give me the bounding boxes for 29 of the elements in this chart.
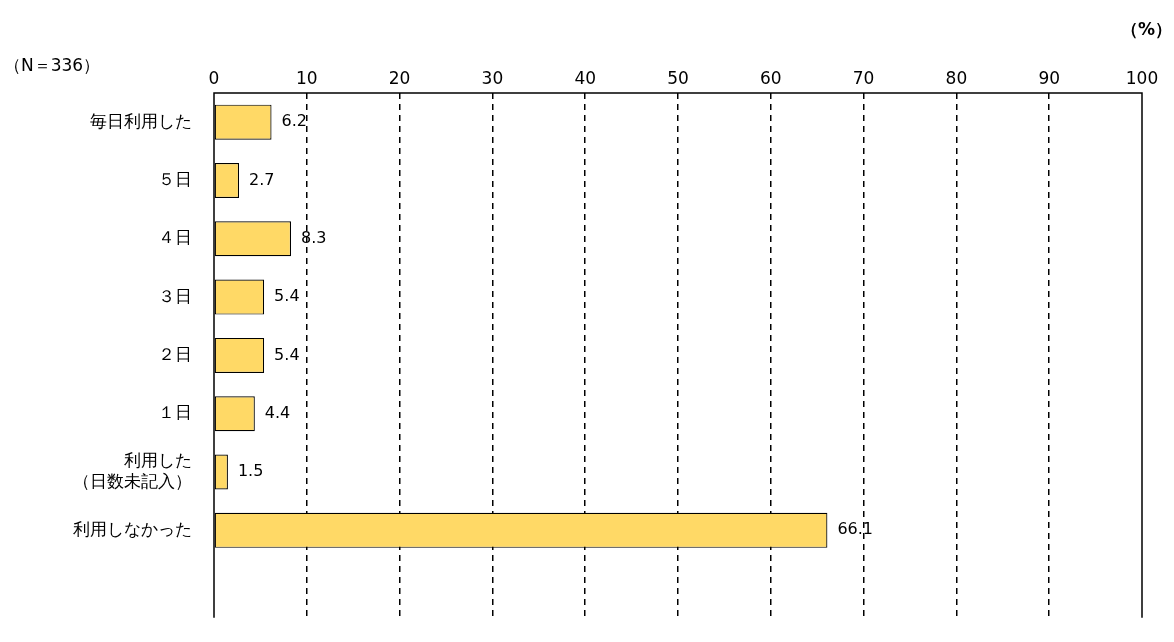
x-tick-label: 100 [1125, 68, 1159, 89]
y-tick-label: ５日 [158, 168, 192, 189]
x-tick-label: 90 [1038, 68, 1061, 89]
y-tick-label: 利用しなかった [73, 518, 192, 539]
data-label: 4.4 [264, 402, 291, 422]
x-tick-label: 40 [574, 68, 597, 89]
x-tick-label: 60 [759, 68, 782, 89]
x-tick-label: 70 [852, 68, 875, 89]
x-tick-label: 0 [208, 68, 220, 89]
y-tick-label: ２日 [158, 343, 192, 364]
x-tick-label: 10 [295, 68, 318, 89]
data-label: 1.5 [237, 461, 264, 481]
data-label: 8.3 [301, 227, 327, 247]
x-tick-label: 30 [481, 68, 504, 89]
data-label: 5.4 [274, 286, 300, 306]
data-label: 66.1 [837, 519, 874, 539]
data-label: 2.7 [249, 169, 275, 189]
x-axis-title: （%） [1120, 19, 1172, 40]
y-tick-label: １日 [158, 402, 192, 423]
y-tick-label: ４日 [158, 227, 192, 248]
x-tick-label: 50 [667, 68, 689, 89]
y-tick-label: 利用した（日数未記入） [73, 450, 192, 491]
data-label: 5.4 [274, 344, 300, 364]
x-tick-label: 20 [388, 68, 411, 89]
text: （N＝336） [4, 55, 101, 76]
y-tick-label: ３日 [158, 285, 192, 306]
x-tick-label: 80 [945, 68, 968, 89]
y-tick-label: 毎日利用した [90, 110, 192, 131]
data-label: 6.2 [281, 111, 307, 131]
